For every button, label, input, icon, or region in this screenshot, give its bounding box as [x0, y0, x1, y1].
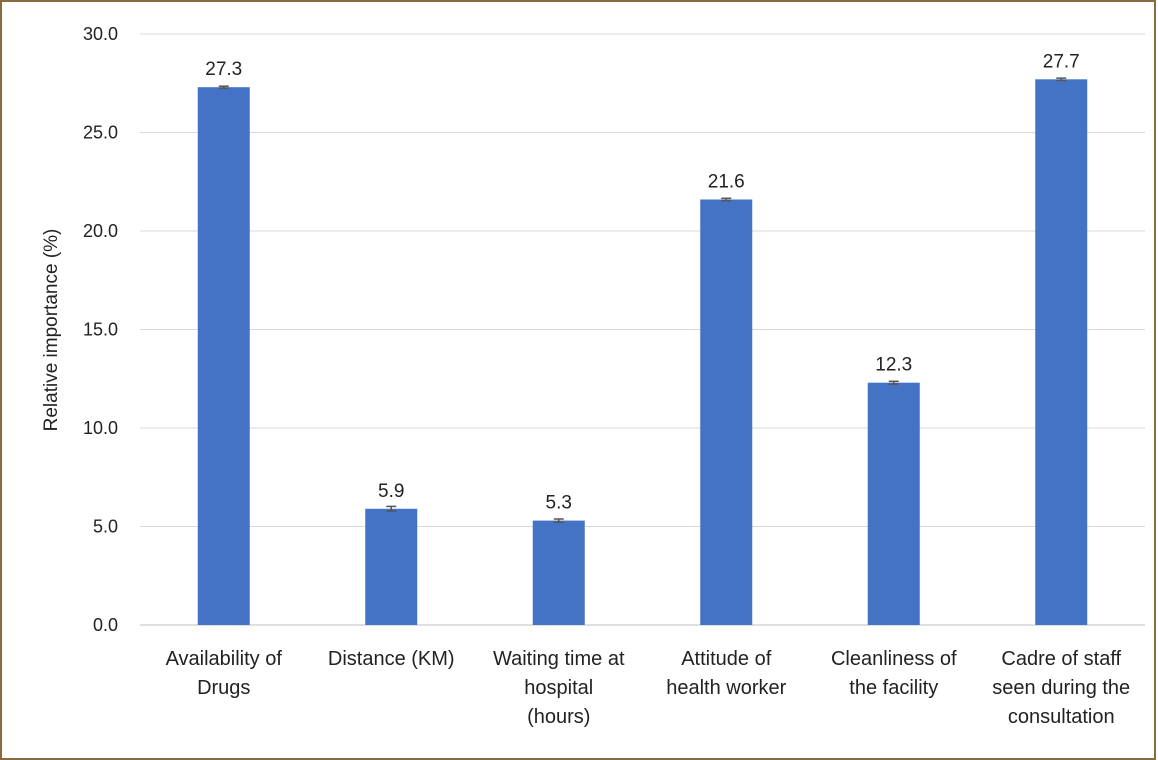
data-label: 5.9 — [378, 481, 404, 502]
x-category-line: Distance (KM) — [328, 648, 455, 670]
y-tick-label: 10.0 — [83, 418, 118, 438]
x-category-label: Availability of Drugs — [166, 648, 283, 699]
gridlines — [140, 33, 1145, 626]
bar — [867, 382, 920, 625]
y-tick-label: 20.0 — [83, 221, 118, 241]
x-category-line: Cadre of staff — [1001, 648, 1121, 670]
x-category-label: Waiting time at hospital (hours) — [493, 648, 625, 728]
x-category-line: hospital — [524, 677, 593, 699]
data-label: 21.6 — [708, 171, 745, 192]
bar — [365, 508, 418, 625]
bar — [532, 520, 585, 625]
data-labels: 27.3 5.9 5.3 21.6 12.3 27.7 — [205, 51, 1079, 513]
x-category-line: Attitude of — [681, 648, 772, 670]
x-axis-categories: Availability of Drugs Distance (KM) Waiting… — [166, 648, 1131, 728]
data-label: 12.3 — [875, 355, 912, 376]
x-category-line: (hours) — [527, 706, 590, 728]
y-tick-label: 5.0 — [93, 517, 118, 537]
x-category-label: Attitude of health worker — [666, 648, 786, 699]
x-category-line: Drugs — [197, 677, 250, 699]
bar — [197, 87, 250, 625]
y-tick-label: 0.0 — [93, 615, 118, 635]
x-category-line: the facility — [849, 677, 938, 699]
x-category-line: consultation — [1008, 706, 1115, 728]
y-tick-label: 30.0 — [83, 24, 118, 44]
data-label: 27.7 — [1043, 51, 1080, 72]
x-category-line: seen during the — [992, 677, 1130, 699]
x-category-label: Cleanliness of the facility — [831, 648, 957, 699]
bar — [700, 199, 753, 626]
y-tick-label: 25.0 — [83, 123, 118, 143]
bar-chart: 0.0 5.0 10.0 15.0 20.0 25.0 30.0 27.3 5.9 5.3 21.… — [41, 24, 1145, 728]
y-tick-label: 15.0 — [83, 320, 118, 340]
x-category-line: Cleanliness of — [831, 648, 957, 670]
x-category-line: health worker — [666, 677, 786, 699]
data-label: 5.3 — [546, 493, 572, 514]
x-category-line: Availability of — [166, 648, 283, 670]
x-category-label: Cadre of staff seen during the consultatio… — [992, 648, 1130, 728]
y-axis-label: Relative importance (%) — [41, 229, 62, 432]
y-axis-ticks: 0.0 5.0 10.0 15.0 20.0 25.0 30.0 — [83, 24, 118, 635]
bar — [1035, 79, 1088, 625]
bars — [197, 77, 1088, 626]
x-category-line: Waiting time at — [493, 648, 625, 670]
x-category-label: Distance (KM) — [328, 648, 455, 670]
data-label: 27.3 — [205, 59, 242, 80]
